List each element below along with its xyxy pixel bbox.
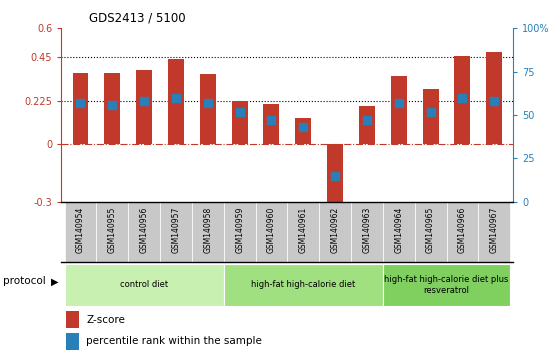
Bar: [287, 202, 319, 262]
Point: [171, 95, 180, 101]
Text: high-fat high-calorie diet: high-fat high-calorie diet: [251, 280, 355, 290]
Bar: [168, 59, 184, 144]
Bar: [97, 202, 128, 262]
Text: GSM140967: GSM140967: [490, 207, 499, 253]
Point: [299, 124, 308, 130]
Bar: [422, 89, 439, 144]
Text: GSM140965: GSM140965: [426, 207, 435, 253]
Text: Z-score: Z-score: [86, 315, 125, 325]
Bar: [160, 202, 192, 262]
Bar: [383, 264, 510, 306]
Bar: [224, 202, 256, 262]
Bar: [295, 118, 311, 144]
Point: [235, 109, 244, 114]
Bar: [65, 202, 97, 262]
Point: [363, 118, 372, 123]
Bar: [232, 101, 248, 144]
Text: GSM140963: GSM140963: [363, 207, 372, 253]
Text: GSM140958: GSM140958: [203, 207, 212, 253]
Bar: [128, 202, 160, 262]
Text: GDS2413 / 5100: GDS2413 / 5100: [89, 12, 186, 25]
Bar: [383, 202, 415, 262]
Point: [108, 102, 117, 108]
Text: GSM140954: GSM140954: [76, 207, 85, 253]
Text: ▶: ▶: [51, 276, 59, 286]
Bar: [192, 202, 224, 262]
Text: GSM140961: GSM140961: [299, 207, 308, 253]
Bar: [454, 56, 470, 144]
Bar: [256, 202, 287, 262]
Bar: [66, 312, 79, 329]
Text: control diet: control diet: [120, 280, 168, 290]
Point: [458, 95, 467, 101]
Point: [490, 98, 499, 104]
Bar: [200, 74, 216, 144]
Bar: [415, 202, 446, 262]
Bar: [487, 52, 502, 144]
Text: GSM140956: GSM140956: [140, 207, 148, 253]
Bar: [351, 202, 383, 262]
Text: GSM140955: GSM140955: [108, 207, 117, 253]
Text: high-fat high-calorie diet plus
resveratrol: high-fat high-calorie diet plus resverat…: [384, 275, 509, 295]
Text: GSM140962: GSM140962: [330, 207, 340, 253]
Bar: [104, 73, 121, 144]
Point: [76, 100, 85, 106]
Bar: [65, 264, 224, 306]
Bar: [224, 264, 383, 306]
Bar: [319, 202, 351, 262]
Bar: [446, 202, 478, 262]
Text: GSM140960: GSM140960: [267, 207, 276, 253]
Bar: [66, 333, 79, 350]
Point: [331, 173, 340, 178]
Text: protocol: protocol: [3, 276, 46, 286]
Point: [426, 109, 435, 114]
Point: [203, 100, 212, 106]
Bar: [136, 70, 152, 144]
Bar: [327, 144, 343, 207]
Point: [140, 98, 148, 104]
Point: [395, 100, 403, 106]
Text: GSM140959: GSM140959: [235, 207, 244, 253]
Bar: [263, 104, 280, 144]
Text: percentile rank within the sample: percentile rank within the sample: [86, 336, 262, 346]
Text: GSM140957: GSM140957: [171, 207, 180, 253]
Point: [267, 118, 276, 123]
Text: GSM140966: GSM140966: [458, 207, 467, 253]
Bar: [391, 75, 407, 144]
Text: GSM140964: GSM140964: [395, 207, 403, 253]
Bar: [359, 106, 375, 144]
Bar: [73, 73, 88, 144]
Bar: [478, 202, 510, 262]
